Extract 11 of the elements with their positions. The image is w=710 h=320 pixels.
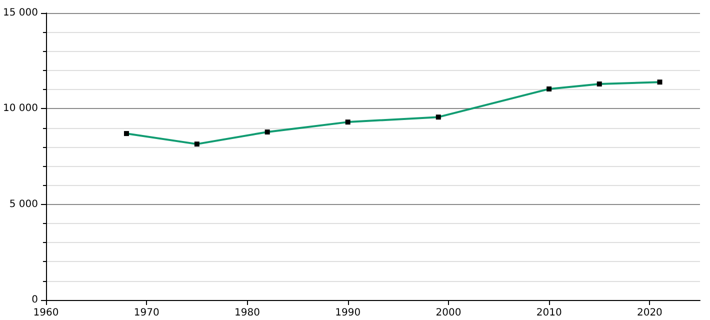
y-tick-label: 10 000 <box>2 103 38 114</box>
x-tick-label: 2000 <box>436 308 462 318</box>
y-tick-label: 0 <box>32 294 38 306</box>
x-tick-label: 1990 <box>335 308 361 318</box>
x-tick-label: 1980 <box>234 308 260 318</box>
x-tick-label: 2010 <box>536 308 562 318</box>
x-tick-label: 1970 <box>134 308 160 318</box>
x-tick-label: 2020 <box>636 308 662 318</box>
y-tick-label: 15 000 <box>2 8 38 18</box>
y-tick-label: 5 000 <box>9 198 38 210</box>
x-tick-label: 1960 <box>33 308 59 318</box>
